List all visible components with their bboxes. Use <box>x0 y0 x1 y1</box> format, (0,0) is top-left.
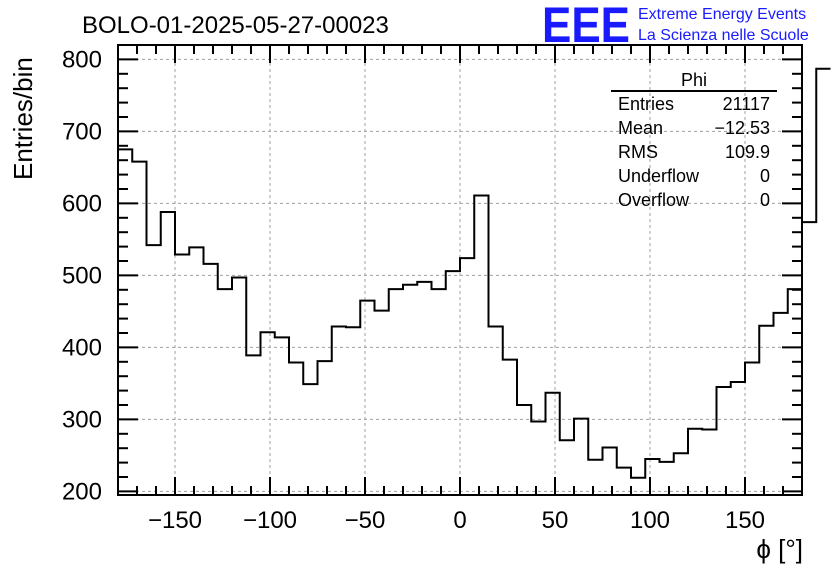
y-tick-label: 500 <box>62 262 102 289</box>
stats-row-label: Mean <box>618 118 663 138</box>
y-tick-label: 800 <box>62 46 102 73</box>
x-tick-label: 0 <box>453 507 466 534</box>
stats-row-label: RMS <box>618 142 658 162</box>
x-tick-label: 50 <box>542 507 569 534</box>
chart-title: BOLO-01-2025-05-27-00023 <box>82 12 389 39</box>
y-tick-label: 200 <box>62 478 102 505</box>
y-axis-label: Entries/bin <box>8 57 38 180</box>
eee-logo-line1: Extreme Energy Events <box>638 6 806 23</box>
stats-row-label: Underflow <box>618 166 700 186</box>
stats-row-value: 0 <box>760 166 770 186</box>
stats-row-label: Entries <box>618 94 674 114</box>
x-tick-label: 150 <box>725 507 765 534</box>
x-tick-label: −150 <box>148 507 202 534</box>
x-axis-label: ϕ [°] <box>756 534 803 564</box>
y-tick-label: 600 <box>62 190 102 217</box>
x-tick-label: −100 <box>243 507 297 534</box>
stats-row-label: Overflow <box>618 190 690 210</box>
eee-logo-line2: La Scienza nelle Scuole <box>638 27 809 44</box>
eee-logo-letters: EEE <box>542 0 630 53</box>
stats-row-value: 21117 <box>723 94 770 114</box>
stats-row-value: 0 <box>760 190 770 210</box>
axes: −150 −100 −50 0 50 100 150 200 300 400 500 600 700 80… <box>62 44 803 534</box>
x-tick-label: −50 <box>345 507 386 534</box>
stats-row-value: 109.9 <box>725 142 770 162</box>
stats-rows: Entries 21117 Mean −12.53 RMS 109.9 Underflow 0… <box>618 94 770 210</box>
y-tick-label: 700 <box>62 118 102 145</box>
y-tick-label: 300 <box>62 406 102 433</box>
eee-logo: EEE Extreme Energy Events La Scienza nel… <box>542 0 809 53</box>
histogram-series <box>118 67 831 479</box>
stats-box: Phi Entries 21117 Mean −12.53 RMS 109.9 Underf… <box>611 70 777 210</box>
stats-row-value: −12.53 <box>714 118 770 138</box>
x-tick-label: 100 <box>630 507 670 534</box>
stats-box-title: Phi <box>681 70 707 90</box>
y-tick-label: 400 <box>62 334 102 361</box>
